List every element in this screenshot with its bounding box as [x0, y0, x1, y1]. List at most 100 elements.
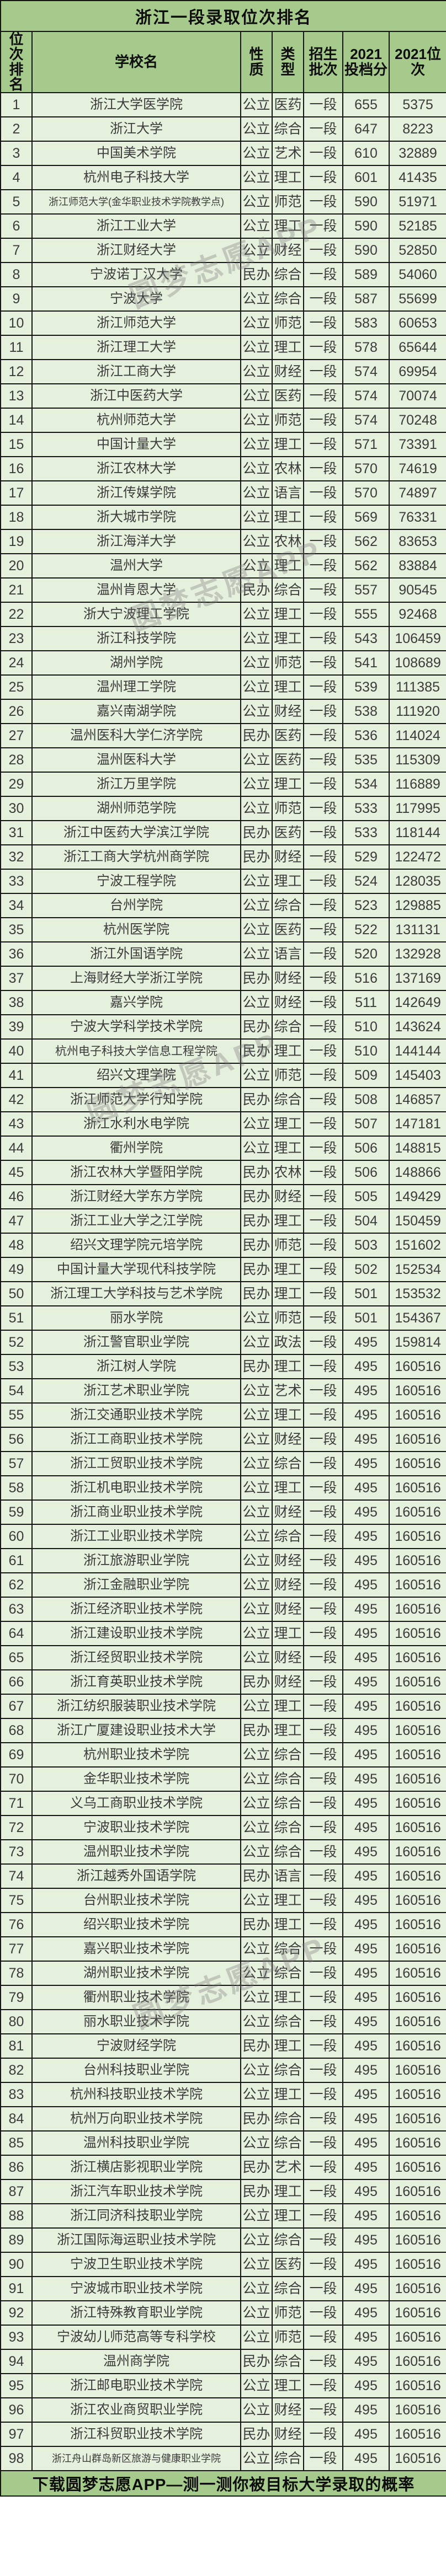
- table-row: 57 浙江工贸职业技术学院 公立 综合 一段 495 160516: [0, 1451, 446, 1477]
- school-cell: 杭州职业技术学院: [31, 1742, 241, 1768]
- type-cell: 理工: [272, 1621, 304, 1647]
- position-cell: 160516: [388, 1451, 446, 1477]
- score-cell: 495: [342, 1815, 390, 1841]
- score-cell: 601: [342, 165, 390, 191]
- rank-cell: 89: [0, 2227, 33, 2253]
- type-cell: 理工: [272, 626, 304, 652]
- school-cell: 湖州学院: [31, 650, 241, 676]
- table-row: 50 浙江理工大学科技与艺术学院 民办 理工 一段 501 153532: [0, 1281, 446, 1307]
- score-cell: 510: [342, 1038, 390, 1064]
- ownership-cell: 公立: [240, 626, 273, 652]
- ownership-cell: 公立: [240, 141, 273, 167]
- position-cell: 154367: [388, 1305, 446, 1331]
- batch-cell: 一段: [303, 2179, 343, 2205]
- table-row: 30 湖州师范学院 公立 师范 一段 533 117995: [0, 796, 446, 822]
- position-cell: 160516: [388, 2276, 446, 2302]
- position-cell: 160516: [388, 1742, 446, 1768]
- position-cell: 131131: [388, 917, 446, 943]
- position-cell: 159814: [388, 1330, 446, 1356]
- rank-cell: 90: [0, 2252, 33, 2278]
- ownership-cell: 公立: [240, 1427, 273, 1453]
- table-row: 31 浙江中医药大学滨江学院 民办 医药 一段 533 118144: [0, 820, 446, 846]
- zhejiang-rank-table: 浙江一段录取位次排名 位次 排名 学校名 性质 类型 招生 批次 2021 投档…: [0, 0, 446, 2497]
- rank-cell: 67: [0, 1694, 33, 1720]
- rank-cell: 95: [0, 2373, 33, 2399]
- score-cell: 495: [342, 1330, 390, 1356]
- score-cell: 495: [342, 1669, 390, 1695]
- table-row: 64 浙江建设职业技术学院 公立 理工 一段 495 160516: [0, 1621, 446, 1647]
- score-cell: 495: [342, 2058, 390, 2084]
- type-cell: 财经: [272, 1669, 304, 1695]
- col-header-school: 学校名: [31, 30, 241, 94]
- type-cell: 理工: [272, 1111, 304, 1137]
- ownership-cell: 公立: [240, 1985, 273, 2011]
- batch-cell: 一段: [303, 1572, 343, 1598]
- table-row: 67 浙江纺织服装职业技术学院 公立 理工 一段 495 160516: [0, 1694, 446, 1720]
- type-cell: 师范: [272, 796, 304, 822]
- ownership-cell: 民办: [240, 820, 273, 846]
- school-cell: 浙江工业职业技术学院: [31, 1524, 241, 1550]
- ownership-cell: 公立: [240, 1548, 273, 1574]
- table-row: 14 杭州师范大学 公立 师范 一段 574 70248: [0, 408, 446, 433]
- school-cell: 嘉兴学院: [31, 990, 241, 1016]
- position-cell: 160516: [388, 1888, 446, 1914]
- position-cell: 160516: [388, 1936, 446, 1962]
- score-cell: 495: [342, 1427, 390, 1453]
- school-cell: 宁波大学: [31, 286, 241, 312]
- score-cell: 495: [342, 2349, 390, 2375]
- score-cell: 533: [342, 820, 390, 846]
- type-cell: 语言: [272, 480, 304, 506]
- ownership-cell: 公立: [240, 1572, 273, 1598]
- ownership-cell: 公立: [240, 650, 273, 676]
- type-cell: 财经: [272, 699, 304, 725]
- school-cell: 浙江机电职业技术学院: [31, 1475, 241, 1501]
- rank-cell: 8: [0, 262, 33, 288]
- table-row: 13 浙江中医药大学 公立 医药 一段 574 70074: [0, 383, 446, 409]
- school-cell: 宁波大学科学技术学院: [31, 1014, 241, 1040]
- position-cell: 160516: [388, 1669, 446, 1695]
- batch-cell: 一段: [303, 1451, 343, 1477]
- ownership-cell: 民办: [240, 2179, 273, 2205]
- table-row: 86 浙江横店影视职业学院 民办 艺术 一段 495 160516: [0, 2155, 446, 2181]
- ownership-cell: 公立: [240, 1524, 273, 1550]
- rank-cell: 54: [0, 1378, 33, 1404]
- rank-cell: 25: [0, 674, 33, 700]
- school-cell: 浙江中医药大学滨江学院: [31, 820, 241, 846]
- score-cell: 495: [342, 1451, 390, 1477]
- table-row: 82 台州科技职业学院 公立 综合 一段 495 160516: [0, 2058, 446, 2084]
- table-row: 28 温州医科大学 公立 医药 一段 535 115309: [0, 747, 446, 773]
- score-cell: 495: [342, 1597, 390, 1622]
- position-cell: 5375: [388, 92, 446, 118]
- position-cell: 116889: [388, 772, 446, 797]
- table-row: 39 宁波大学科学技术学院 民办 综合 一段 510 143624: [0, 1014, 446, 1040]
- table-row: 5 浙江师范大学(金华职业技术学院教学点) 公立 师范 一段 590 51971: [0, 189, 446, 215]
- batch-cell: 一段: [303, 1087, 343, 1113]
- school-cell: 浙江海洋大学: [31, 529, 241, 555]
- rank-cell: 96: [0, 2397, 33, 2423]
- school-cell: 温州科技职业学院: [31, 2130, 241, 2156]
- rank-cell: 85: [0, 2130, 33, 2156]
- batch-cell: 一段: [303, 480, 343, 506]
- rank-cell: 14: [0, 408, 33, 433]
- rank-cell: 88: [0, 2203, 33, 2229]
- batch-cell: 一段: [303, 893, 343, 919]
- rank-cell: 44: [0, 1136, 33, 1161]
- batch-cell: 一段: [303, 1038, 343, 1064]
- table-row: 81 宁波财经学院 民办 理工 一段 495 160516: [0, 2033, 446, 2059]
- col-header-ownership: 性质: [240, 30, 273, 94]
- rank-cell: 64: [0, 1621, 33, 1647]
- position-cell: 8223: [388, 116, 446, 142]
- batch-cell: 一段: [303, 2082, 343, 2108]
- type-cell: 理工: [272, 1354, 304, 1380]
- position-cell: 160516: [388, 1718, 446, 1744]
- batch-cell: 一段: [303, 1936, 343, 1962]
- ownership-cell: 公立: [240, 1645, 273, 1671]
- type-cell: 综合: [272, 286, 304, 312]
- table-row: 11 浙江理工大学 公立 理工 一段 578 65644: [0, 335, 446, 361]
- rank-cell: 3: [0, 141, 33, 167]
- ownership-cell: 公立: [240, 941, 273, 967]
- position-cell: 160516: [388, 1645, 446, 1671]
- rank-cell: 86: [0, 2155, 33, 2181]
- ownership-cell: 公立: [240, 1378, 273, 1404]
